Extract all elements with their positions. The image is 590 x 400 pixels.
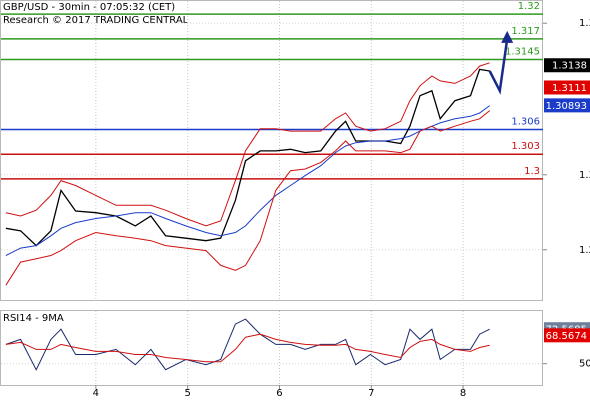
series-line: [5, 318, 490, 371]
level-label: 1.306: [511, 116, 540, 127]
level-label: 1.32: [518, 1, 540, 12]
price-label: 68.5674: [546, 331, 587, 342]
y-tick-label: 50: [579, 359, 590, 370]
level-label: 1.3: [524, 166, 540, 177]
series-line: [5, 110, 491, 286]
level-label: 1.317: [511, 26, 540, 37]
level-label: 1.3145: [505, 46, 540, 57]
series-line: [5, 68, 490, 247]
x-tick-label: 6: [276, 388, 282, 399]
series-line: [5, 333, 490, 363]
price-label: 1.3111: [552, 83, 587, 94]
chart-title: GBP/USD - 30min - 07:05:32 (CET): [3, 2, 175, 13]
x-tick-label: 7: [368, 388, 374, 399]
x-tick-label: 8: [460, 388, 466, 399]
y-tick-label: 1.2914: [579, 245, 590, 256]
price-label-box: [544, 328, 590, 343]
rsi-panel-frame: [0, 310, 543, 386]
main-panel-frame: [0, 0, 543, 301]
price-label-box: [544, 98, 590, 113]
x-tick-label: 4: [93, 388, 99, 399]
y-tick-label: 1.3005: [579, 170, 590, 181]
projection-arrow: [488, 38, 509, 95]
price-label: 1.30893: [546, 101, 587, 112]
level-label: 1.303: [511, 141, 540, 152]
x-tick-label: 5: [184, 388, 190, 399]
price-label: 1.3138: [552, 61, 587, 72]
y-tick-label: 1.3189: [579, 18, 590, 29]
price-label-box: [544, 80, 590, 95]
price-label-box: [544, 58, 590, 73]
series-line: [5, 62, 490, 227]
chart-subtitle: Research © 2017 TRADING CENTRAL: [3, 15, 189, 26]
rsi-title: RSI14 - 9MA: [3, 313, 64, 324]
arrow-head: [501, 30, 514, 43]
